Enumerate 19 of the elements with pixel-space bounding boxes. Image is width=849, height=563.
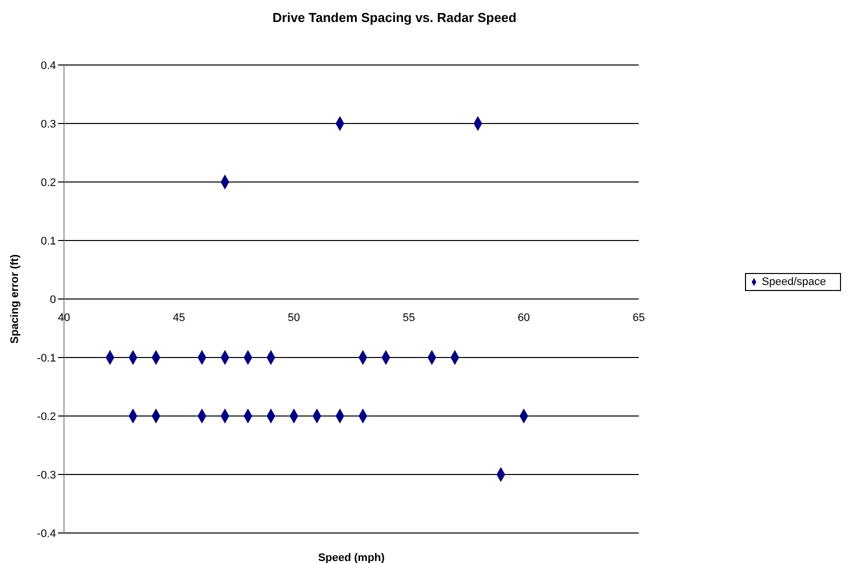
chart-title: Drive Tandem Spacing vs. Radar Speed	[272, 10, 518, 25]
x-tick-label: 50	[288, 312, 300, 324]
y-tick-label: -0.3	[37, 469, 56, 482]
x-tick-label: 55	[402, 312, 415, 324]
legend-label: Speed/space	[762, 276, 826, 288]
y-tick-label: -0.4	[37, 528, 56, 540]
y-tick-label: 0	[50, 294, 56, 306]
y-tick-label: -0.2	[37, 410, 56, 423]
y-tick-label: 0.2	[40, 176, 56, 189]
y-tick-label: -0.1	[37, 352, 56, 364]
y-tick-label: 0.3	[40, 118, 56, 130]
y-axis-title: Spacing error (ft)	[8, 254, 21, 344]
x-axis-title: Speed (mph)	[318, 552, 386, 563]
y-tick-label: 0.1	[40, 235, 56, 248]
x-tick-label: 65	[632, 312, 645, 324]
y-tick-label: 0.4	[40, 60, 56, 72]
x-tick-label: 40	[58, 312, 70, 324]
x-tick-label: 60	[518, 312, 530, 324]
x-tick-label: 45	[172, 312, 186, 324]
